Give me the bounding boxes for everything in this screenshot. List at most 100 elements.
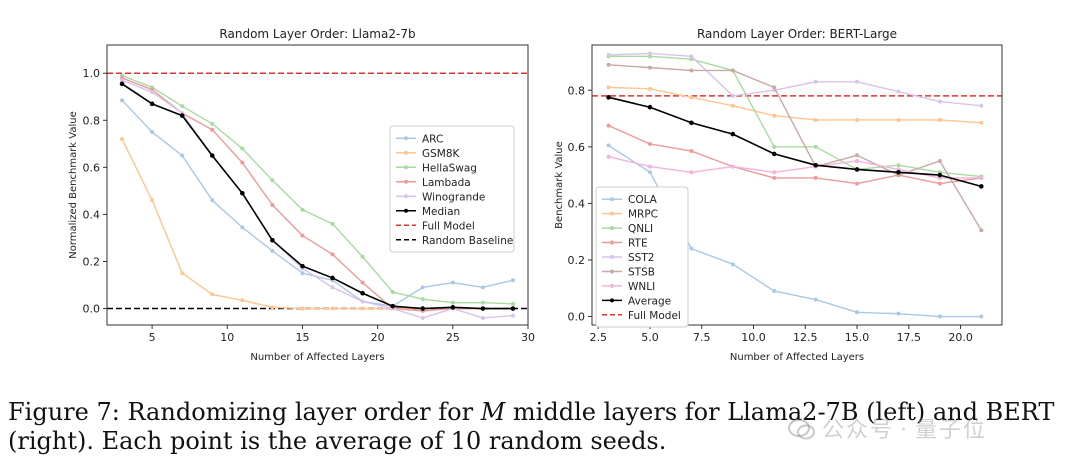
legend-marker [404,179,408,184]
y-axis-label: Benchmark Value [554,141,565,229]
y-tick-label: 0.4 [83,208,101,221]
data-point-cola [689,246,694,251]
data-point-arc [180,153,185,158]
data-point-average [978,184,984,189]
y-tick-label: 0.0 [568,311,586,324]
data-point-rte [937,181,942,186]
series-line-average [608,96,982,188]
data-point-stsb [689,68,694,73]
series-line-median [121,83,513,310]
data-point-arc [510,278,515,283]
data-point-mrpc [689,95,694,100]
data-point-arc [120,98,125,103]
data-point-hellaswag [330,221,335,226]
data-point-gsm8k [180,271,185,276]
legend-label: QNLI [628,223,653,235]
chart-title: Random Layer Order: BERT-Large [697,27,897,41]
caption-prefix: Figure 7: Randomizing layer order for [8,398,481,426]
data-point-cola [855,310,860,315]
data-point-arc [480,285,485,290]
data-point-sst2 [979,103,984,108]
x-tick-label: 5 [149,331,156,344]
data-point-sst2 [937,99,942,104]
legend-marker [610,298,614,303]
data-point-cola [730,262,735,267]
data-point-cola [647,170,652,175]
data-point-gsm8k [300,306,305,311]
data-point-qnli [772,144,777,149]
data-point-lambada [240,160,245,165]
data-point-hellaswag [180,104,185,109]
data-point-hellaswag [420,297,425,302]
data-point-wnli [772,170,777,175]
y-tick-label: 0.8 [83,114,101,127]
data-point-average [854,167,860,172]
data-point-mrpc [937,117,942,122]
data-point-lambada [360,280,365,285]
legend-label: COLA [628,194,658,206]
legend-label: Lambada [422,177,471,189]
data-point-stsb [647,65,652,70]
data-point-median [149,101,155,107]
data-point-median [420,306,426,311]
data-point-sst2 [813,79,818,84]
data-point-median [360,290,365,296]
data-point-hellaswag [300,207,305,212]
data-point-rte [855,181,860,186]
data-point-winogrande [360,299,365,304]
data-point-gsm8k [210,292,215,297]
x-tick-label: 7.5 [693,331,711,344]
legend-label: STSB [628,266,655,278]
data-point-average [606,95,611,100]
data-point-qnli [647,54,652,59]
chart-title: Random Layer Order: Llama2-7b [219,27,415,41]
legend: COLA MRPC QNLI RTE SST2 STSB WNLI Average Full M… [595,186,689,328]
caption-suffix: middle layers for Llama2-7B (left) and B… [8,398,1055,455]
data-point-mrpc [855,117,860,122]
data-point-stsb [772,85,777,90]
data-point-qnli [813,144,818,149]
legend-label: Winogrande [422,191,485,203]
data-point-cola [937,314,942,319]
data-point-sst2 [647,51,652,56]
data-point-winogrande [510,313,515,318]
data-point-sst2 [730,93,735,98]
data-point-median [300,263,305,269]
data-point-winogrande [480,315,485,320]
data-point-stsb [937,158,942,163]
data-point-mrpc [772,113,777,118]
data-point-stsb [855,153,860,158]
data-point-wnli [689,170,694,175]
data-point-qnli [896,163,901,168]
data-point-mrpc [813,117,818,122]
data-point-wnli [730,164,735,169]
data-point-median [209,153,215,158]
x-tick-label: 12.5 [793,331,818,344]
y-tick-label: 0.2 [83,255,101,268]
data-point-average [647,104,653,110]
legend-label: MRPC [628,209,658,221]
data-point-median [480,306,486,311]
legend-label: Random Baseline [422,235,513,247]
y-tick-label: 1.0 [83,67,101,80]
data-point-cola [606,143,611,148]
series-line-stsb [608,64,982,231]
legend: ARC GSM8K HellaSwag Lambada Winogrande Median… [389,125,515,253]
data-point-rte [647,141,652,146]
legend-label: Average [628,295,671,307]
data-point-cola [772,289,777,294]
watermark-left: 公众号 [822,418,895,443]
y-tick-label: 0.6 [568,141,586,154]
data-point-sst2 [606,52,611,57]
legend-marker [404,136,408,141]
data-point-median [179,113,185,118]
x-tick-label: 25 [446,331,460,344]
data-point-hellaswag [390,290,395,295]
data-point-wnli [855,158,860,163]
data-point-hellaswag [450,300,455,305]
data-point-mrpc [730,103,735,108]
x-tick-label: 20.0 [948,331,973,344]
x-tick-label: 30 [521,331,535,344]
legend-box [595,186,689,328]
data-point-lambada [210,127,215,132]
